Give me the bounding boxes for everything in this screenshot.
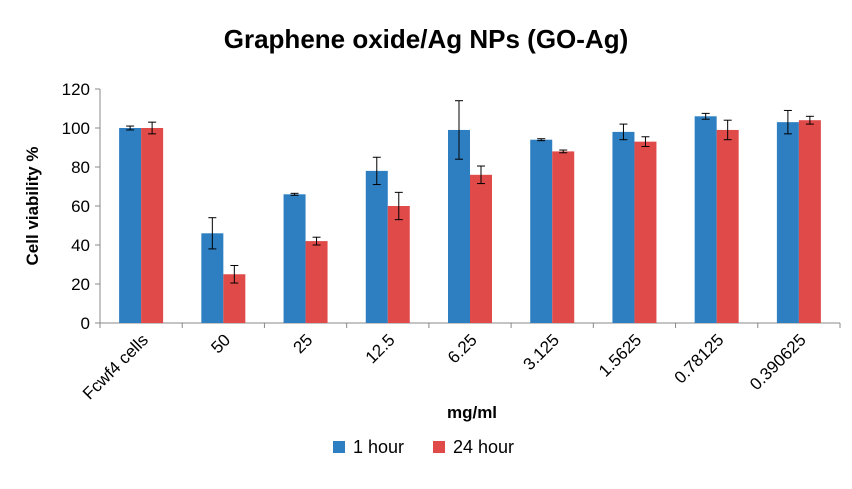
x-tick-label: 3.125 [520,330,564,374]
bar-series1 [530,139,553,323]
y-tick-label: 60 [71,197,90,216]
bar-series1 [201,233,224,323]
legend-label: 24 hour [453,437,514,457]
x-tick-label: 25 [290,330,317,357]
legend-swatch [433,441,445,453]
bar-series2 [387,206,410,323]
bar-series2 [470,174,492,323]
bar-series2 [716,129,739,323]
x-tick-label: Fcwf4 cells [79,330,152,403]
bar-series1 [612,131,635,323]
y-tick-label: 40 [71,236,90,255]
x-tick-label: 0.78125 [671,330,728,387]
bar-series1 [694,116,717,323]
bar-series1 [283,194,306,323]
x-tick-label: 6.25 [444,330,481,367]
y-tick-label: 0 [81,314,90,333]
legend-swatch [333,441,345,453]
bar-series1 [776,122,799,324]
bar-series2 [798,120,821,323]
bar-series2 [634,141,657,323]
y-tick-label: 80 [71,158,90,177]
plot-area: 0 20 40 60 80 100 120 Fcwf4 cells 50 25 12.5 6.25 3.… [62,80,841,403]
bar-series2 [552,151,575,323]
x-tick-label: 0.390625 [746,330,810,394]
x-axis-title: mg/ml [447,403,497,422]
bar-series1 [448,129,470,323]
bar-series2 [223,274,246,323]
x-tick-label: 50 [207,330,234,357]
bar-series1 [365,170,388,323]
y-axis-title: Cell viability % [23,146,42,265]
x-tick-label: 12.5 [362,330,399,367]
x-tick-label: 1.5625 [595,330,645,380]
bar-series2 [141,128,164,323]
bar-series2 [305,241,328,323]
y-tick-label: 100 [62,119,90,138]
y-tick-label: 20 [71,275,90,294]
legend: 1 hour 24 hour [333,437,514,457]
bar-series1 [119,128,142,323]
y-tick-label: 120 [62,80,90,99]
legend-label: 1 hour [353,437,404,457]
chart-title: Graphene oxide/Ag NPs (GO-Ag) [224,24,629,54]
